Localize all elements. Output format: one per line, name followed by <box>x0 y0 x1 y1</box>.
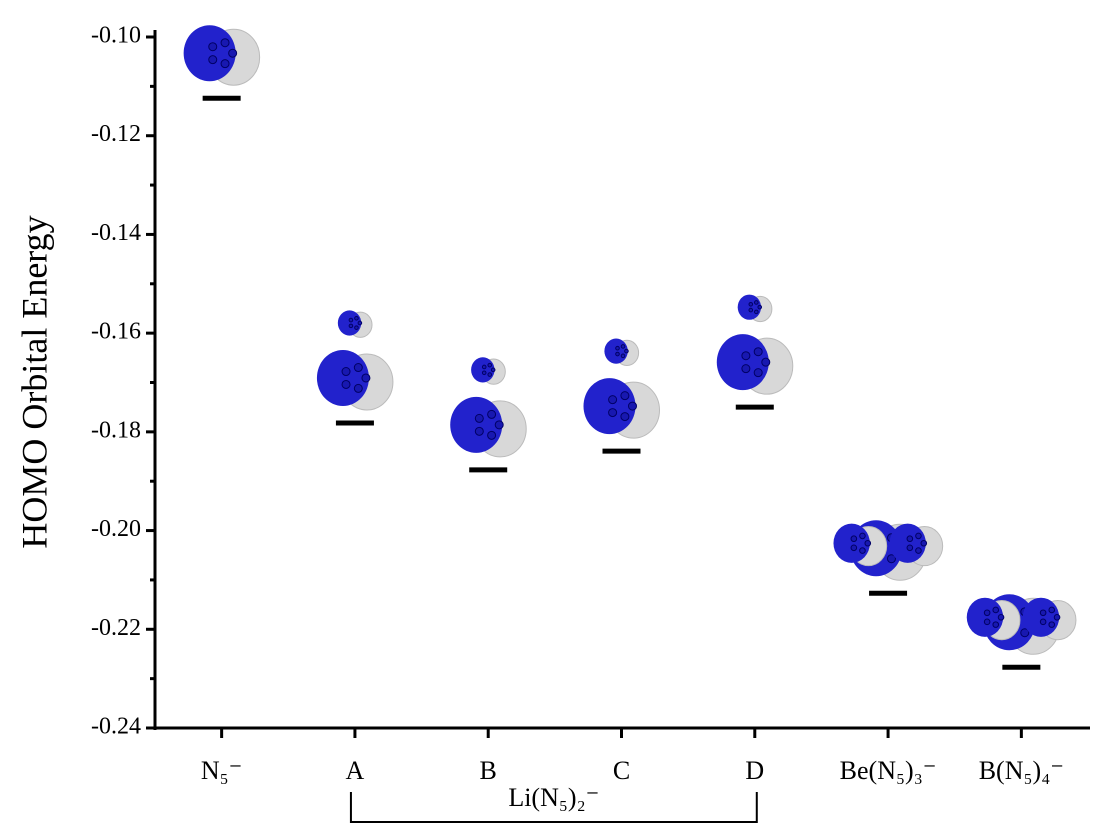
atom <box>488 363 492 367</box>
atom <box>354 364 362 372</box>
atom <box>758 305 762 309</box>
atom <box>742 365 750 373</box>
orbital-lobe <box>967 598 1003 637</box>
atom <box>749 308 753 312</box>
y-axis-label: HOMO Orbital Energy <box>14 215 54 548</box>
group-label: Li(N₅)₂⁻ <box>508 783 599 812</box>
atom <box>1054 614 1060 620</box>
atom <box>491 368 495 372</box>
orbital-lobe <box>584 378 636 434</box>
atom <box>362 374 370 382</box>
x-tick-label: B(N₅)₄⁻ <box>979 756 1064 785</box>
page: HOMO Orbital Energy -0.24 -0.22 -0.20 -0.18… <box>0 0 1100 830</box>
atom <box>482 371 486 375</box>
y-tick-label: -0.18 <box>91 417 141 443</box>
atom <box>616 352 620 356</box>
x-tick-label: A <box>346 756 365 785</box>
atom <box>749 302 753 306</box>
y-tick-label: -0.12 <box>91 121 141 147</box>
orbital-lobe <box>833 524 869 563</box>
atom <box>1040 610 1046 616</box>
orbital-lobe <box>1023 598 1059 637</box>
atom <box>754 369 762 377</box>
atom <box>621 345 625 349</box>
atom <box>755 301 759 305</box>
atom <box>865 540 871 546</box>
orbital-lobe <box>184 25 236 81</box>
y-tick-label: -0.16 <box>91 319 141 345</box>
y-tick-label: -0.10 <box>91 23 141 49</box>
atom <box>609 396 617 404</box>
atom <box>229 49 237 57</box>
atom <box>998 614 1004 620</box>
orbital-lobe <box>450 397 502 453</box>
atom <box>355 326 359 330</box>
atom <box>755 310 759 314</box>
y-tick-label: -0.24 <box>91 714 141 740</box>
atom <box>349 318 353 322</box>
atom <box>625 349 629 353</box>
atom <box>342 368 350 376</box>
atom <box>621 392 629 400</box>
atom <box>488 431 496 439</box>
atom <box>482 365 486 369</box>
atom <box>355 316 359 320</box>
atom <box>616 346 620 350</box>
atom <box>754 348 762 356</box>
orbital-images <box>184 25 1076 654</box>
atom <box>342 380 350 388</box>
atom <box>209 56 217 64</box>
atom <box>984 610 990 616</box>
atom <box>358 321 362 325</box>
atom <box>475 414 483 422</box>
x-tick-label: C <box>613 756 630 785</box>
atom <box>349 324 353 328</box>
x-tick-label: Be(N₅)₃⁻ <box>840 756 937 785</box>
atom <box>629 402 637 410</box>
atom <box>921 540 927 546</box>
atom <box>916 533 922 539</box>
atom <box>851 536 857 542</box>
x-tick-label: B <box>480 756 497 785</box>
y-tick-label: -0.20 <box>91 516 141 542</box>
atom <box>488 410 496 418</box>
atom <box>209 43 217 51</box>
orbital-lobe <box>317 350 369 406</box>
atom <box>221 39 229 47</box>
atom <box>993 607 999 613</box>
atom <box>354 384 362 392</box>
atom <box>621 413 629 421</box>
chart: HOMO Orbital Energy -0.24 -0.22 -0.20 -0.18… <box>0 0 1100 825</box>
atom <box>993 622 999 628</box>
atom <box>221 60 229 68</box>
atom <box>907 536 913 542</box>
orbital-lobe <box>889 524 925 563</box>
atom <box>609 409 617 417</box>
orbital-lobe <box>717 334 769 390</box>
atom <box>1049 607 1055 613</box>
atom <box>851 545 857 551</box>
atom <box>488 373 492 377</box>
atom <box>742 352 750 360</box>
atom <box>1049 622 1055 628</box>
atom <box>860 548 866 554</box>
atom <box>907 545 913 551</box>
x-tick-label: D <box>745 756 764 785</box>
atom <box>916 548 922 554</box>
atom <box>495 421 503 429</box>
atom <box>860 533 866 539</box>
atom <box>762 358 770 366</box>
atom <box>475 427 483 435</box>
atom <box>984 619 990 625</box>
y-tick-label: -0.22 <box>91 615 141 641</box>
y-tick-label: -0.14 <box>91 220 141 246</box>
x-tick-label: N₅⁻ <box>201 756 243 785</box>
atom <box>621 354 625 358</box>
atom <box>1040 619 1046 625</box>
